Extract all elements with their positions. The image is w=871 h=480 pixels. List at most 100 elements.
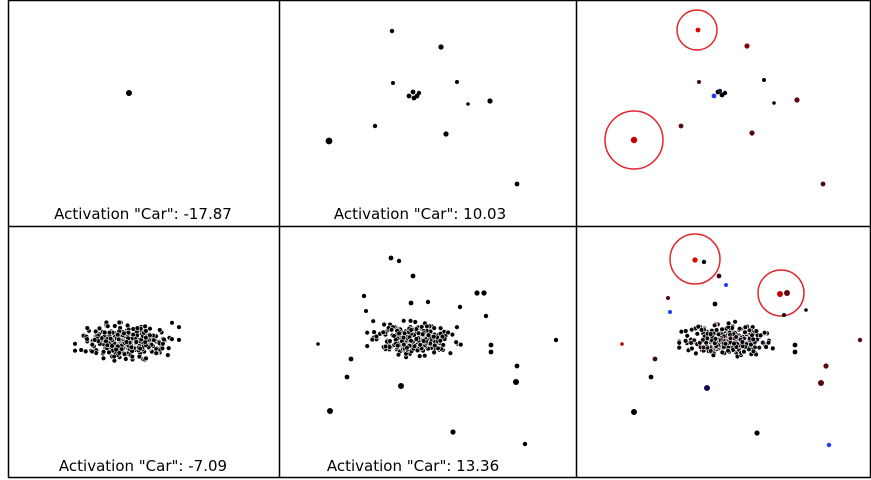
cluster-point [123, 339, 130, 345]
cluster-point [100, 349, 107, 355]
cluster-point [72, 348, 78, 354]
data-point [361, 293, 367, 299]
data-point [410, 273, 416, 279]
cluster-point [121, 330, 127, 337]
data-point [514, 181, 520, 187]
data-point [701, 259, 707, 265]
cluster-point [169, 320, 175, 326]
data-point-dark-red [857, 337, 863, 343]
data-point [364, 309, 368, 313]
cluster-point [396, 330, 402, 337]
panel-caption: Activation "Car": 13.36 [327, 457, 499, 475]
data-point [513, 379, 519, 385]
cluster-point [746, 327, 753, 333]
cluster-point [106, 349, 112, 356]
cluster-point [380, 329, 386, 335]
data-point-dark-red [818, 380, 824, 386]
data-point-blue [724, 283, 728, 287]
data-point-blue [704, 385, 710, 391]
cluster-point [688, 340, 694, 346]
cluster-point [160, 341, 166, 347]
data-point [325, 137, 333, 145]
data-point [722, 90, 728, 96]
data-point [316, 342, 320, 346]
cluster-point [101, 329, 108, 336]
cluster-point [695, 324, 701, 330]
cluster-point [84, 336, 90, 342]
panel-r0-c2 [604, 9, 826, 187]
data-point-dark-red [784, 290, 790, 296]
cluster-point [684, 333, 690, 339]
cluster-point [432, 342, 438, 349]
cluster-point [116, 319, 123, 326]
cluster-point [91, 337, 98, 343]
cluster-point [742, 329, 748, 335]
cluster-point [112, 323, 118, 329]
cluster-point [143, 355, 149, 362]
cluster-point [129, 354, 136, 360]
cluster-point [725, 320, 732, 326]
cluster-point [417, 353, 423, 359]
cluster-point [370, 318, 376, 324]
cluster-point [72, 341, 78, 347]
cluster-point [698, 327, 705, 333]
cluster-point [382, 343, 389, 350]
data-point-blue [711, 93, 717, 99]
data-point [443, 131, 449, 137]
cluster-point [169, 336, 175, 342]
data-point-dark-red [652, 356, 658, 362]
highlight-circle [604, 110, 664, 170]
data-point [762, 78, 766, 82]
data-point [344, 374, 350, 380]
panel-borders [7, 0, 871, 479]
cluster-point [713, 327, 720, 333]
cluster-point [741, 349, 747, 355]
data-point [712, 301, 718, 307]
data-point-blue [826, 442, 832, 448]
cluster-point [712, 336, 719, 342]
cluster-point [682, 328, 689, 334]
cluster-point [412, 319, 418, 325]
cluster-point [682, 338, 689, 344]
cluster-point [133, 339, 140, 345]
data-point [396, 258, 402, 264]
cluster-point [440, 342, 446, 348]
data-point [466, 102, 470, 106]
cluster-point [96, 325, 103, 332]
cluster-point [404, 345, 410, 351]
data-point [631, 409, 637, 415]
cluster-point [78, 347, 84, 353]
cluster-point [760, 339, 766, 346]
highlight-circle [676, 9, 718, 51]
cluster-point [700, 344, 707, 351]
cluster-point [742, 324, 749, 330]
cluster-point [153, 350, 159, 356]
cluster-point [439, 333, 446, 340]
cluster-point [710, 352, 717, 358]
data-point [553, 337, 559, 343]
cluster-point [458, 341, 464, 348]
cluster-point [115, 336, 122, 342]
data-point [474, 290, 480, 296]
cluster-point [739, 339, 746, 345]
cluster-point [750, 336, 756, 343]
data-point-red [777, 291, 783, 297]
data-point [410, 89, 416, 95]
cluster-point [425, 332, 432, 338]
cluster-point [765, 340, 772, 346]
cluster-point [136, 353, 143, 360]
cluster-point [143, 328, 149, 334]
data-point [398, 383, 404, 389]
data-point [487, 98, 493, 104]
cluster-point [431, 333, 437, 340]
cluster-point [176, 337, 182, 343]
cluster-point [125, 330, 132, 336]
cluster-point [176, 324, 182, 330]
cluster-point [750, 348, 757, 355]
data-point-red [695, 27, 701, 33]
cluster-point [142, 323, 148, 330]
cluster-point [731, 340, 737, 347]
data-point-dark-red [744, 43, 750, 49]
data-point [438, 44, 444, 50]
cluster-point [151, 337, 157, 343]
